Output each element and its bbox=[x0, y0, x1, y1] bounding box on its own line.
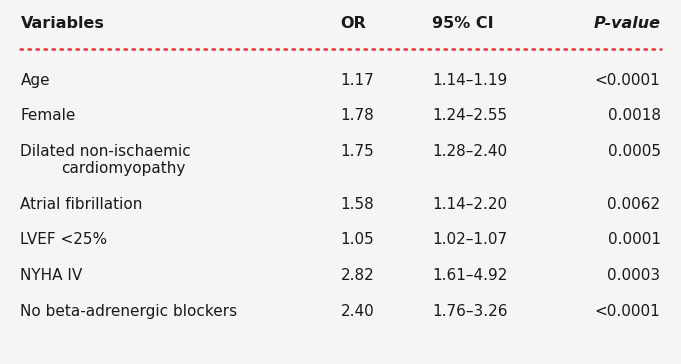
Text: 0.0018: 0.0018 bbox=[607, 108, 661, 123]
Text: No beta-adrenergic blockers: No beta-adrenergic blockers bbox=[20, 304, 238, 318]
Text: 1.24–2.55: 1.24–2.55 bbox=[432, 108, 507, 123]
Text: 0.0001: 0.0001 bbox=[607, 232, 661, 247]
Text: 1.28–2.40: 1.28–2.40 bbox=[432, 144, 507, 159]
Text: 1.61–4.92: 1.61–4.92 bbox=[432, 268, 508, 283]
Text: <0.0001: <0.0001 bbox=[595, 73, 661, 88]
Text: 1.75: 1.75 bbox=[340, 144, 375, 159]
Text: 1.14–2.20: 1.14–2.20 bbox=[432, 197, 507, 211]
Text: 2.40: 2.40 bbox=[340, 304, 375, 318]
Text: NYHA IV: NYHA IV bbox=[20, 268, 82, 283]
Text: 1.17: 1.17 bbox=[340, 73, 375, 88]
Text: Female: Female bbox=[20, 108, 76, 123]
Text: P-value: P-value bbox=[594, 16, 661, 31]
Text: 1.05: 1.05 bbox=[340, 232, 375, 247]
Text: Age: Age bbox=[20, 73, 50, 88]
Text: 1.58: 1.58 bbox=[340, 197, 375, 211]
Text: OR: OR bbox=[340, 16, 366, 31]
Text: Atrial fibrillation: Atrial fibrillation bbox=[20, 197, 143, 211]
Text: 0.0003: 0.0003 bbox=[607, 268, 661, 283]
Text: <0.0001: <0.0001 bbox=[595, 304, 661, 318]
Text: 2.82: 2.82 bbox=[340, 268, 375, 283]
Text: 0.0005: 0.0005 bbox=[607, 144, 661, 159]
Text: 1.14–1.19: 1.14–1.19 bbox=[432, 73, 507, 88]
Text: Variables: Variables bbox=[20, 16, 104, 31]
Text: 0.0062: 0.0062 bbox=[607, 197, 661, 211]
Text: 1.02–1.07: 1.02–1.07 bbox=[432, 232, 507, 247]
Text: Dilated non-ischaemic: Dilated non-ischaemic bbox=[20, 144, 191, 159]
Text: cardiomyopathy: cardiomyopathy bbox=[61, 161, 186, 176]
Text: 1.78: 1.78 bbox=[340, 108, 375, 123]
Text: LVEF <25%: LVEF <25% bbox=[20, 232, 108, 247]
Text: 1.76–3.26: 1.76–3.26 bbox=[432, 304, 508, 318]
Text: 95% CI: 95% CI bbox=[432, 16, 494, 31]
